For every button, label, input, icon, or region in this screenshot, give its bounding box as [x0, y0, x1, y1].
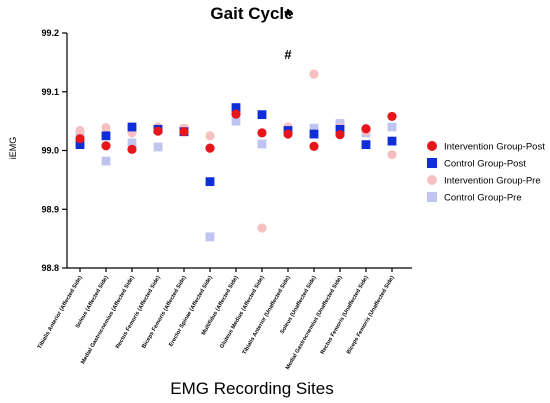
legend-marker: [427, 158, 437, 168]
y-tick-label: 98.9: [41, 204, 59, 214]
legend: Intervention Group-Post Control Group-Pos…: [427, 141, 545, 204]
data-point: [309, 123, 319, 133]
data-point: [361, 140, 371, 150]
data-point: [101, 131, 111, 141]
legend-label: Control Group-Post: [444, 159, 526, 170]
legend-label: Control Group-Pre: [444, 193, 522, 204]
y-tick-label: 98.8: [41, 263, 59, 273]
data-point: [179, 127, 189, 137]
x-tick-label: Tibialis Anterior (Affected Side): [37, 275, 84, 350]
data-point: [387, 150, 397, 160]
data-point: [75, 140, 85, 150]
data-point: [387, 136, 397, 146]
data-point: [387, 111, 397, 122]
data-point: [101, 141, 111, 151]
x-tick-label: Erector Spinae (Affected Side): [168, 275, 214, 348]
y-tick-label: 99.0: [41, 146, 59, 156]
data-point: [75, 125, 85, 136]
data-point: [361, 124, 371, 134]
y-axis: 98.8 98.9 99.0 99.1 99.2: [41, 28, 68, 273]
x-tick-label: Rectus Femoris (Affected Side): [115, 275, 162, 350]
significance-hash: #: [284, 47, 292, 62]
data-point: [257, 128, 267, 138]
data-point: [335, 124, 345, 134]
data-point: [231, 103, 241, 113]
data-point: [309, 69, 319, 79]
x-tick-label: Medial Gastrocnemius (Unaffected Side): [285, 275, 344, 371]
data-point: [309, 141, 319, 151]
data-point: [231, 116, 241, 126]
x-axis: Tibialis Anterior (Affected Side)Soleus …: [37, 267, 412, 371]
data-point: [127, 122, 137, 132]
legend-label: Intervention Group-Pre: [444, 176, 541, 187]
significance-star: *: [284, 6, 292, 28]
data-point: [205, 131, 215, 141]
data-point: [205, 232, 215, 242]
data-point: [309, 129, 319, 139]
y-tick-label: 99.2: [41, 28, 59, 38]
data-point: [257, 110, 267, 120]
x-tick-label: Medial Gastrocnemius (Affected Side): [80, 275, 136, 365]
data-point: [205, 143, 215, 153]
x-tick-label: Gluteus Medius (Affected Side): [219, 275, 266, 350]
data-point: [127, 144, 137, 154]
data-point: [257, 223, 267, 233]
chart-title: Gait Cycle: [210, 4, 293, 23]
x-axis-label: EMG Recording Sites: [170, 379, 333, 398]
legend-marker: [427, 175, 437, 185]
data-point: [257, 139, 267, 149]
legend-marker: [427, 141, 437, 151]
data-points: [75, 69, 397, 242]
data-point: [75, 134, 85, 144]
y-axis-label: iEMG: [8, 137, 18, 160]
data-point: [387, 122, 397, 132]
legend-label: Intervention Group-Post: [444, 142, 545, 153]
data-point: [101, 156, 111, 166]
data-point: [101, 122, 111, 133]
data-point: [335, 130, 345, 140]
x-tick-label: Biceps Femoris (Affected Side): [141, 275, 188, 350]
data-point: [231, 109, 241, 119]
significance-annotations: *#: [284, 6, 292, 62]
data-point: [127, 138, 137, 148]
data-point: [205, 177, 215, 187]
legend-marker: [427, 192, 437, 202]
data-point: [283, 129, 293, 139]
x-tick-label: Rectus Femoris (Unaffected Side): [320, 275, 370, 356]
data-point: [153, 126, 163, 136]
data-point: [153, 142, 163, 152]
x-tick-label: Biceps Femoris (Unaffected Side): [346, 275, 396, 355]
x-tick-label: Tibialis Anterior (Unaffected Side): [242, 275, 292, 356]
y-tick-label: 99.1: [41, 87, 59, 97]
